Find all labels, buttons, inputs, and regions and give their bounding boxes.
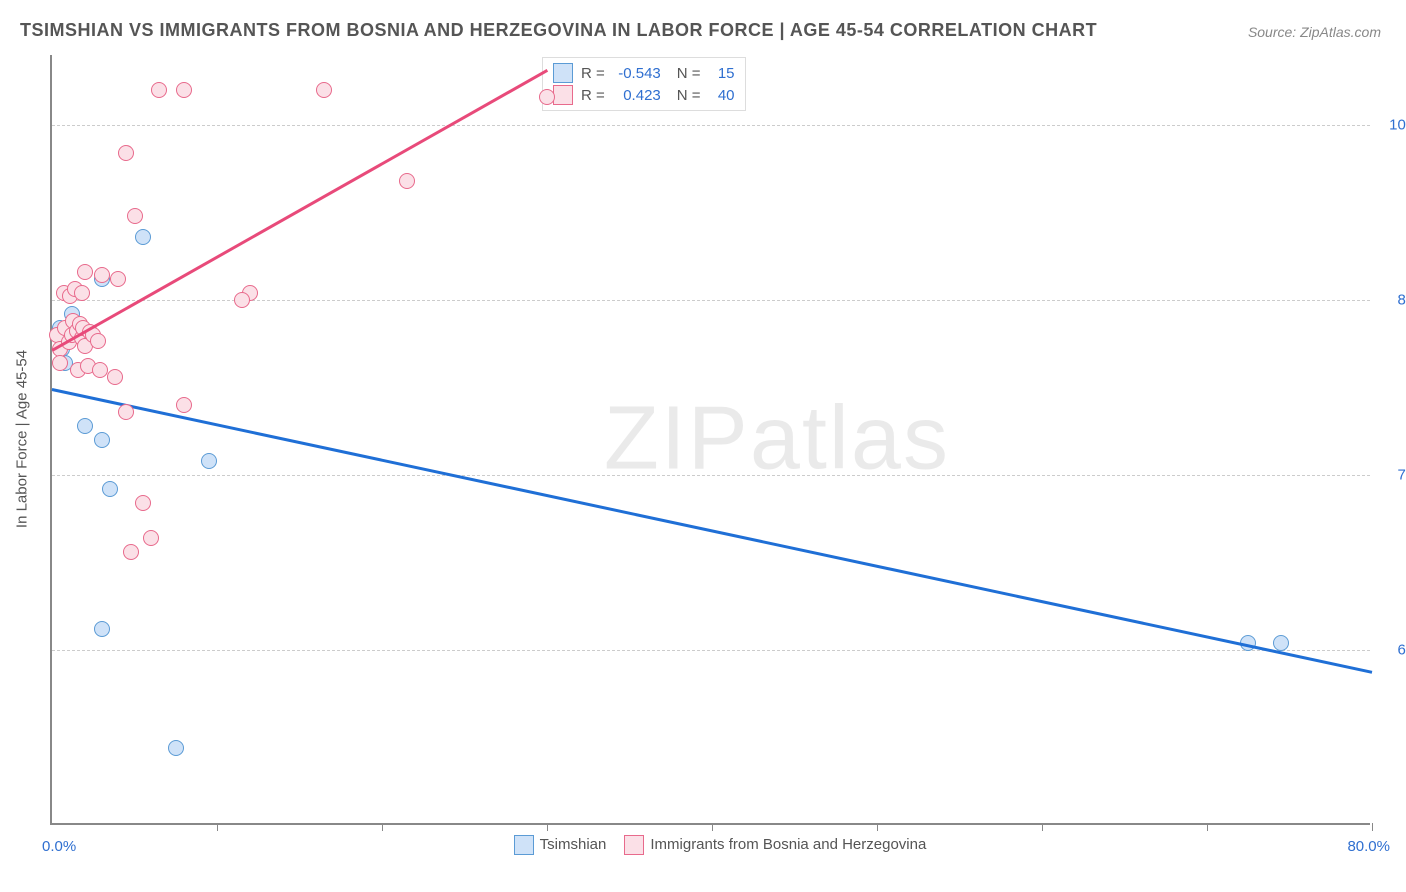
trend-line [52, 388, 1373, 673]
x-tick [1372, 823, 1373, 831]
data-point [118, 404, 134, 420]
gridline [52, 125, 1370, 126]
x-tick [382, 823, 383, 831]
series-legend: Tsimshian Immigrants from Bosnia and Herz… [52, 835, 1370, 855]
data-point [176, 82, 192, 98]
legend-swatch [514, 835, 534, 855]
legend-label: Immigrants from Bosnia and Herzegovina [650, 836, 926, 853]
source-label: Source: ZipAtlas.com [1248, 24, 1381, 40]
data-point [143, 530, 159, 546]
y-tick-label: 75.0% [1380, 467, 1406, 484]
data-point [316, 82, 332, 98]
data-point [1273, 635, 1289, 651]
chart-container: TSIMSHIAN VS IMMIGRANTS FROM BOSNIA AND … [0, 0, 1406, 892]
data-point [102, 481, 118, 497]
y-tick-label: 87.5% [1380, 292, 1406, 309]
data-point [234, 292, 250, 308]
data-point [74, 285, 90, 301]
data-point [201, 453, 217, 469]
y-axis-title: In Labor Force | Age 45-54 [14, 350, 31, 528]
x-tick [547, 823, 548, 831]
data-point [127, 208, 143, 224]
r-value: 0.423 [611, 87, 661, 104]
data-point [118, 145, 134, 161]
n-label: N = [677, 87, 701, 104]
data-point [94, 621, 110, 637]
watermark-bold: ZIP [604, 389, 750, 489]
gridline [52, 650, 1370, 651]
chart-title: TSIMSHIAN VS IMMIGRANTS FROM BOSNIA AND … [20, 20, 1097, 41]
r-label: R = [581, 65, 605, 82]
legend-swatch [553, 85, 573, 105]
data-point [92, 362, 108, 378]
data-point [123, 544, 139, 560]
x-tick [1207, 823, 1208, 831]
x-tick [1042, 823, 1043, 831]
r-value: -0.543 [611, 65, 661, 82]
n-label: N = [677, 65, 701, 82]
data-point [168, 740, 184, 756]
watermark-thin: atlas [750, 389, 950, 489]
data-point [90, 333, 106, 349]
data-point [176, 397, 192, 413]
x-tick [712, 823, 713, 831]
data-point [94, 267, 110, 283]
plot-area: In Labor Force | Age 45-54 ZIPatlas 0.0%… [50, 55, 1370, 825]
r-label: R = [581, 87, 605, 104]
data-point [52, 355, 68, 371]
x-tick [217, 823, 218, 831]
stats-row: R = 0.423 N = 40 [553, 84, 735, 106]
stats-row: R = -0.543 N = 15 [553, 62, 735, 84]
y-tick-label: 62.5% [1380, 642, 1406, 659]
data-point [110, 271, 126, 287]
data-point [94, 432, 110, 448]
legend-swatch [624, 835, 644, 855]
data-point [135, 495, 151, 511]
data-point [399, 173, 415, 189]
stats-legend: R = -0.543 N = 15 R = 0.423 N = 40 [542, 57, 746, 111]
data-point [77, 264, 93, 280]
data-point [77, 418, 93, 434]
data-point [151, 82, 167, 98]
n-value: 40 [707, 87, 735, 104]
data-point [135, 229, 151, 245]
legend-swatch [553, 63, 573, 83]
gridline [52, 475, 1370, 476]
y-tick-label: 100.0% [1380, 117, 1406, 134]
data-point [107, 369, 123, 385]
x-tick [877, 823, 878, 831]
legend-label: Tsimshian [540, 836, 607, 853]
trend-line [51, 69, 547, 351]
data-point [539, 89, 555, 105]
n-value: 15 [707, 65, 735, 82]
